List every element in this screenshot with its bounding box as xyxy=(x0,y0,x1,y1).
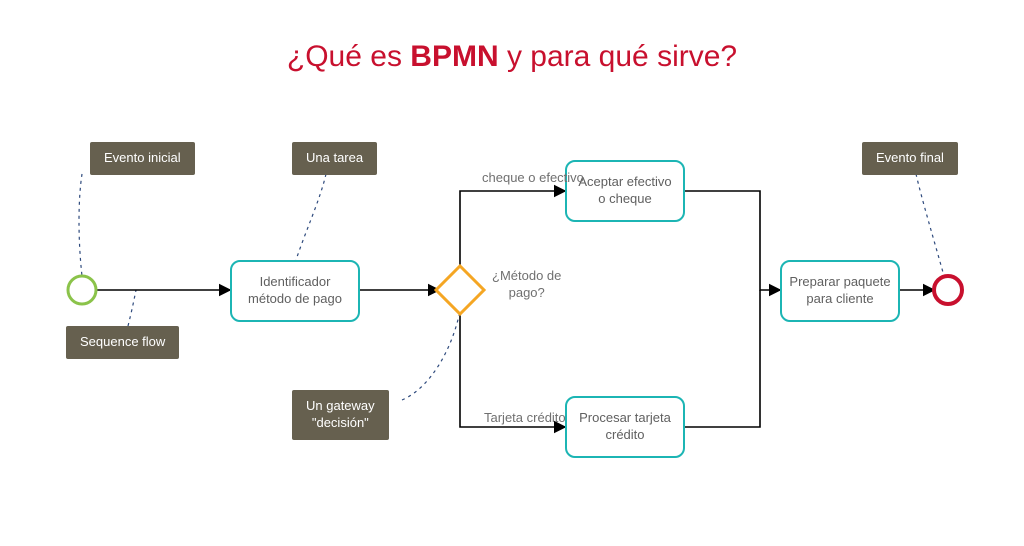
page-title: ¿Qué es BPMN y para qué sirve? xyxy=(0,40,1024,74)
bpmn-diagram: Identificador método de pago Aceptar efe… xyxy=(0,100,1024,546)
label-text: cheque o efectivo xyxy=(482,170,584,185)
callout-label: Evento final xyxy=(876,150,944,165)
callout-label: Evento inicial xyxy=(104,150,181,165)
callout-sequence-flow: Sequence flow xyxy=(66,326,179,359)
callout-una-tarea: Una tarea xyxy=(292,142,377,175)
task-preparar: Preparar paquete para cliente xyxy=(780,260,900,322)
gateway-diamond-icon xyxy=(436,266,484,314)
start-event-icon xyxy=(68,276,96,304)
title-prefix: ¿Qué es xyxy=(287,40,410,73)
title-suffix: y para qué sirve? xyxy=(499,40,737,73)
task-label: Preparar paquete para cliente xyxy=(788,274,892,308)
callout-label: "decisión" xyxy=(312,415,369,430)
label-text: ¿Método de xyxy=(492,268,561,283)
label-tarjeta-credito: Tarjeta crédito xyxy=(484,410,566,427)
callout-evento-final: Evento final xyxy=(862,142,958,175)
task-label: Aceptar efectivo o cheque xyxy=(573,174,677,208)
callout-evento-inicial: Evento inicial xyxy=(90,142,195,175)
label-metodo-pago: ¿Método de pago? xyxy=(492,268,561,302)
label-text: Tarjeta crédito xyxy=(484,410,566,425)
callout-label: Sequence flow xyxy=(80,334,165,349)
callout-label: Una tarea xyxy=(306,150,363,165)
callout-gateway: Un gateway "decisión" xyxy=(292,390,389,440)
task-procesar: Procesar tarjeta crédito xyxy=(565,396,685,458)
label-text: pago? xyxy=(509,285,545,300)
label-cheque-efectivo: cheque o efectivo xyxy=(482,170,584,187)
task-label: Procesar tarjeta crédito xyxy=(573,410,677,444)
task-identificador: Identificador método de pago xyxy=(230,260,360,322)
title-bold: BPMN xyxy=(410,40,498,73)
task-label: Identificador método de pago xyxy=(238,274,352,308)
callout-label: Un gateway xyxy=(306,398,375,413)
end-event-icon xyxy=(934,276,962,304)
